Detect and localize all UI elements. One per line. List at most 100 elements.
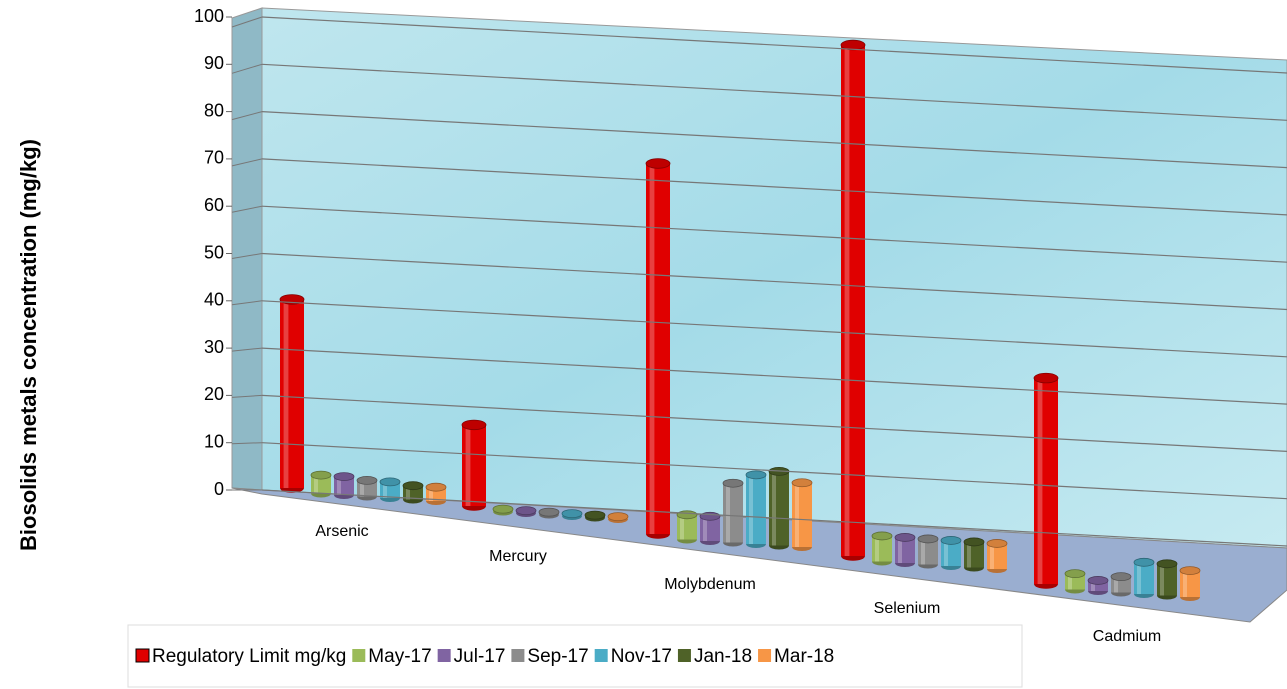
bar [1111, 573, 1131, 597]
bar [280, 295, 304, 493]
legend-swatch [438, 649, 451, 662]
y-tick-label: 0 [214, 479, 224, 499]
y-tick-label: 20 [204, 384, 224, 404]
bar [1134, 558, 1154, 598]
bar-top [608, 513, 628, 521]
y-axis-title: Biosolids metals concentration (mg/kg) [16, 139, 41, 551]
bar [769, 467, 789, 549]
bar-top [918, 535, 938, 543]
bar [700, 512, 720, 545]
bar-top [677, 511, 697, 519]
y-tick-label: 100 [194, 6, 224, 26]
bar [380, 478, 400, 502]
bar [895, 533, 915, 567]
bar [585, 511, 605, 521]
bar-shine [1137, 562, 1141, 594]
bar [723, 479, 743, 546]
bar-top [493, 505, 513, 513]
bar-shine [650, 164, 655, 535]
bar-top [539, 508, 559, 516]
legend-swatch [595, 649, 608, 662]
bar-top [585, 511, 605, 519]
legend-swatch [758, 649, 771, 662]
y-tick-label: 80 [204, 100, 224, 120]
x-tick-label: Molybdenum [664, 576, 756, 593]
y-tick-label: 60 [204, 195, 224, 215]
bar [964, 538, 984, 572]
bar [403, 482, 423, 504]
bar-shine [466, 425, 471, 506]
chart: Biosolids metals concentration (mg/kg) 0… [0, 0, 1287, 689]
bar [1180, 567, 1200, 601]
bar [1065, 570, 1085, 594]
bar-top [426, 483, 446, 491]
legend-swatch [511, 649, 524, 662]
bar-top [723, 479, 743, 487]
y-tick-label: 50 [204, 242, 224, 262]
bar-shine [1038, 378, 1043, 584]
legend-label: Nov-17 [611, 646, 672, 667]
legend-swatch [136, 649, 149, 662]
bar [941, 536, 961, 570]
bar-shine [1160, 564, 1164, 596]
side-wall [232, 8, 262, 490]
bar [1088, 576, 1108, 595]
x-tick-label: Selenium [874, 600, 941, 617]
y-tick-label: 90 [204, 53, 224, 73]
bar-top [792, 479, 812, 487]
bar [562, 510, 582, 520]
bar [746, 471, 766, 548]
bar-top [1180, 567, 1200, 575]
bar [493, 505, 513, 515]
legend-label: Sep-17 [527, 646, 588, 667]
bar-shine [845, 45, 850, 556]
bar [462, 420, 486, 511]
bar [357, 476, 377, 500]
legend-label: Jul-17 [454, 646, 506, 667]
bar-shine [726, 483, 730, 542]
bar [1034, 373, 1058, 589]
bar [677, 511, 697, 544]
legend-swatch [678, 649, 691, 662]
bar-top [462, 420, 486, 430]
bar-top [1134, 558, 1154, 566]
bar-top [516, 507, 536, 515]
bar [841, 40, 865, 561]
legend-label: May-17 [368, 646, 431, 667]
bar-top [941, 536, 961, 544]
bar [872, 532, 892, 566]
x-tick-label: Cadmium [1093, 628, 1161, 645]
bar [987, 539, 1007, 573]
bar-top [1111, 573, 1131, 581]
bar-shine [749, 475, 753, 544]
bar-top [1157, 560, 1177, 568]
x-tick-label: Arsenic [315, 523, 368, 540]
bar [539, 508, 559, 518]
bar-top [357, 476, 377, 484]
bar-top [646, 159, 670, 169]
bar [426, 483, 446, 505]
bar-top [311, 471, 331, 479]
bar-top [964, 538, 984, 546]
legend-swatch [352, 649, 365, 662]
bar-top [1034, 373, 1058, 383]
bar-top [895, 533, 915, 541]
bar-top [987, 539, 1007, 547]
legend-label: Mar-18 [774, 646, 834, 667]
bar-top [1088, 576, 1108, 584]
y-tick-label: 40 [204, 290, 224, 310]
bar-top [746, 471, 766, 479]
bar-top [334, 473, 354, 481]
bar-shine [795, 483, 799, 547]
legend-label: Jan-18 [694, 646, 752, 667]
bar-shine [772, 471, 776, 545]
bar [646, 159, 670, 539]
bar-top [1065, 570, 1085, 578]
bar [792, 479, 812, 551]
legend-label: Regulatory Limit mg/kg [152, 646, 346, 667]
bar [918, 535, 938, 569]
bar-top [562, 510, 582, 518]
y-tick-label: 70 [204, 148, 224, 168]
bar [1157, 560, 1177, 600]
x-tick-label: Mercury [489, 548, 547, 565]
